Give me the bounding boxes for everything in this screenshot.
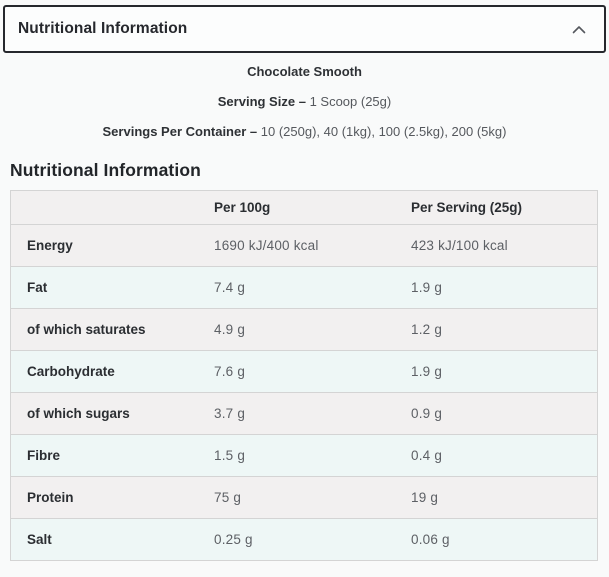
table-row: Carbohydrate 7.6 g 1.9 g (11, 350, 597, 392)
servings-per-container-label: Servings Per Container (102, 124, 247, 139)
nutrition-table: Per 100g Per Serving (25g) Energy 1690 k… (10, 190, 598, 561)
per-serving-value: 0.06 g (411, 532, 450, 547)
serving-size-value: 1 Scoop (25g) (309, 94, 392, 109)
flavour-name: Chocolate Smooth (247, 64, 362, 79)
section-heading: Nutritional Information (10, 160, 201, 180)
serving-size-line: Serving Size – 1 Scoop (25g) (0, 95, 609, 109)
per-serving-value: 1.9 g (411, 364, 443, 379)
table-header-row: Per 100g Per Serving (25g) (11, 191, 597, 224)
chevron-up-icon (572, 25, 586, 34)
per-serving-value: 0.4 g (411, 448, 443, 463)
serving-size-label: Serving Size (217, 94, 296, 109)
per-100g-value: 1.5 g (214, 448, 246, 463)
per-100g-value: 7.6 g (214, 364, 246, 379)
nutrient-label: Fat (27, 280, 48, 295)
per-100g-value: 1690 kJ/400 kcal (214, 238, 319, 253)
separator-dash: – (298, 94, 306, 109)
table-row: Energy 1690 kJ/400 kcal 423 kJ/100 kcal (11, 224, 597, 266)
per-100g-value: 0.25 g (214, 532, 253, 547)
servings-per-container-value: 10 (250g), 40 (1kg), 100 (2.5kg), 200 (5… (260, 124, 507, 139)
column-header-per-serving: Per Serving (25g) (411, 200, 523, 215)
serving-info: Chocolate Smooth Serving Size – 1 Scoop … (0, 53, 609, 139)
table-row: of which saturates 4.9 g 1.2 g (11, 308, 597, 350)
per-serving-value: 1.9 g (411, 280, 443, 295)
per-100g-value: 4.9 g (214, 322, 246, 337)
table-row: Fat 7.4 g 1.9 g (11, 266, 597, 308)
nutrient-label: Carbohydrate (27, 364, 115, 379)
accordion-title: Nutritional Information (18, 20, 188, 37)
nutrient-label: Fibre (27, 448, 61, 463)
separator-dash: – (249, 124, 258, 139)
per-100g-value: 3.7 g (214, 406, 246, 421)
table-row: of which sugars 3.7 g 0.9 g (11, 392, 597, 434)
nutrient-label: Energy (27, 238, 73, 253)
nutrient-label: Salt (27, 532, 52, 547)
nutrition-accordion-header[interactable]: Nutritional Information (3, 5, 606, 53)
table-row: Fibre 1.5 g 0.4 g (11, 434, 597, 476)
table-row: Protein 75 g 19 g (11, 476, 597, 518)
per-serving-value: 0.9 g (411, 406, 443, 421)
column-header-per-100g: Per 100g (214, 200, 271, 215)
per-serving-value: 19 g (411, 490, 439, 505)
per-100g-value: 7.4 g (214, 280, 246, 295)
per-serving-value: 1.2 g (411, 322, 443, 337)
nutrient-label: Protein (27, 490, 74, 505)
nutrient-label: of which sugars (27, 406, 130, 421)
nutrition-panel: Nutritional Information Chocolate Smooth… (0, 5, 609, 561)
nutrient-label: of which saturates (27, 322, 146, 337)
per-100g-value: 75 g (214, 490, 242, 505)
per-serving-value: 423 kJ/100 kcal (411, 238, 508, 253)
table-body: Energy 1690 kJ/400 kcal 423 kJ/100 kcal … (11, 224, 597, 560)
table-row: Salt 0.25 g 0.06 g (11, 518, 597, 560)
servings-per-container-line: Servings Per Container – 10 (250g), 40 (… (0, 125, 609, 139)
